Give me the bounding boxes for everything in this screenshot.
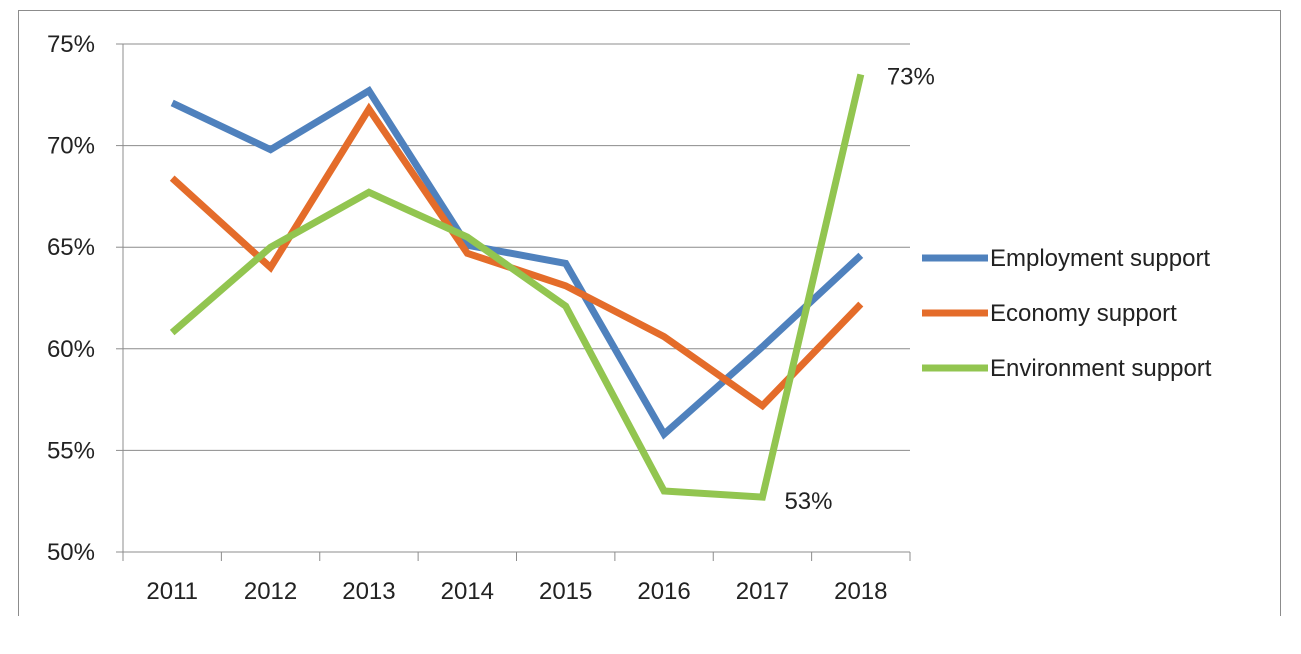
legend: Employment support Economy support Environ… — [922, 245, 1212, 382]
y-tick-label: 75% — [47, 31, 95, 58]
data-label: 53% — [784, 488, 832, 515]
y-tick-label: 55% — [47, 437, 95, 464]
x-axis-ticks: 2011 2012 2013 2014 2015 2016 2017 2018 — [146, 578, 887, 605]
data-labels: 73% 53% — [784, 63, 934, 515]
legend-label: Environment support — [990, 355, 1212, 382]
y-tick-label: 60% — [47, 336, 95, 363]
x-tick-label: 2015 — [539, 578, 592, 605]
x-tick-label: 2017 — [736, 578, 789, 605]
y-tick-label: 65% — [47, 234, 95, 261]
y-tick-label: 70% — [47, 133, 95, 160]
x-tick-label: 2013 — [342, 578, 395, 605]
x-tick-label: 2011 — [146, 578, 198, 605]
y-tick-label: 50% — [47, 539, 95, 566]
gridlines — [123, 43, 910, 451]
x-tick-label: 2012 — [244, 578, 297, 605]
series-line-environment-support — [169, 73, 865, 501]
legend-label: Economy support — [990, 300, 1177, 327]
data-label: 73% — [887, 63, 935, 90]
x-tick-label: 2018 — [834, 578, 887, 605]
legend-label: Employment support — [990, 245, 1210, 272]
chart-frame — [18, 10, 1281, 616]
series-lines — [169, 73, 865, 501]
x-tick-label: 2014 — [441, 578, 494, 605]
y-axis-ticks: 50% 55% 60% 65% 70% 75% — [47, 31, 95, 566]
x-tick-label: 2016 — [637, 578, 690, 605]
series-line-employment-support — [170, 85, 864, 440]
axes — [116, 43, 911, 561]
